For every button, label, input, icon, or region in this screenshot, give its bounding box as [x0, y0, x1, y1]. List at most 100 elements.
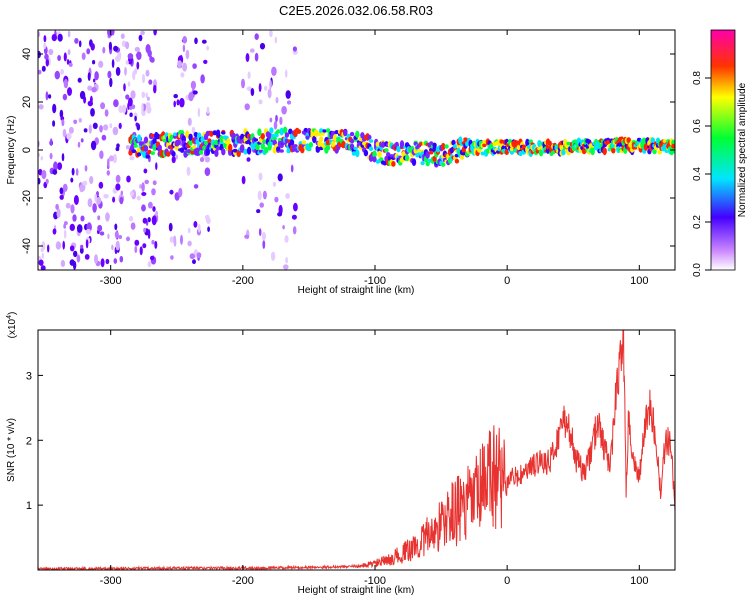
spectrogram-x-ticks: -300 -200 -100 0 100 [100, 30, 648, 287]
heatmap-noise-cell [117, 51, 122, 60]
heatmap-noise-cell [187, 240, 192, 247]
heatmap-noise-cell [274, 196, 279, 203]
heatmap-noise-cell [59, 194, 64, 200]
heatmap-noise-cell [38, 152, 41, 158]
heatmap-noise-cell [57, 33, 63, 42]
heatmap-noise-cell [112, 153, 117, 164]
heatmap-noise-cell [55, 241, 62, 250]
heatmap-ridge-cell [228, 149, 233, 156]
heatmap-ridge-cell [193, 131, 198, 138]
heatmap-noise-cell [275, 97, 279, 104]
heatmap-noise-cell [88, 124, 92, 134]
x-tick-label: -200 [232, 275, 254, 287]
heatmap-noise-cell [147, 217, 151, 223]
heatmap-noise-cell [154, 240, 158, 249]
heatmap-noise-cell [192, 63, 197, 69]
heatmap-noise-cell [129, 156, 135, 161]
heatmap-ridge-cell [243, 148, 248, 155]
heatmap-noise-cell [153, 84, 157, 94]
heatmap-noise-cell [291, 214, 297, 220]
heatmap-ridge-cell [308, 142, 314, 148]
heatmap-ridge-cell [288, 128, 293, 135]
heatmap-noise-cell [177, 60, 183, 69]
colorbar-tick-label: 0.6 [692, 119, 703, 133]
heatmap-noise-cell [190, 80, 196, 90]
heatmap-ridge-cell [451, 139, 456, 146]
heatmap-ridge-cell [441, 142, 446, 151]
heatmap-noise-cell [115, 240, 120, 251]
heatmap-ridge-cell [293, 144, 298, 148]
heatmap-noise-cell [145, 44, 151, 54]
heatmap-ridge-cell [246, 146, 252, 155]
snr-series-line [38, 330, 675, 570]
heatmap-noise-cell [168, 222, 173, 232]
heatmap-ridge-cell [289, 139, 295, 146]
svg-text:(x104): (x104) [6, 312, 18, 339]
heatmap-noise-cell [261, 231, 266, 241]
heatmap-noise-cell [72, 260, 77, 270]
heatmap-noise-cell [48, 94, 52, 99]
heatmap-ridge-cell [525, 138, 530, 147]
heatmap-noise-cell [69, 223, 76, 231]
y-tick-label: 2 [26, 435, 32, 447]
heatmap-ridge-cell [396, 145, 401, 153]
heatmap-noise-cell [271, 66, 277, 77]
heatmap-noise-cell [41, 252, 44, 259]
heatmap-ridge-cell [269, 127, 274, 134]
heatmap-ridge-cell [257, 128, 262, 136]
heatmap-noise-cell [100, 102, 106, 110]
snr-plot-frame [37, 329, 676, 571]
heatmap-noise-cell [90, 140, 97, 151]
heatmap-ridge-cell [203, 140, 209, 146]
heatmap-ridge-cell [155, 133, 161, 140]
heatmap-noise-cell [180, 234, 183, 245]
heatmap-ridge-cell [420, 161, 425, 166]
heatmap-ridge-cell [561, 148, 566, 156]
heatmap-ridge-cell [353, 146, 358, 151]
heatmap-noise-cell [55, 203, 59, 210]
heatmap-noise-cell [182, 62, 188, 72]
heatmap-noise-cell [87, 198, 93, 208]
heatmap-noise-cell [59, 187, 64, 195]
heatmap-ridge-cell [284, 132, 290, 138]
heatmap-noise-cell [118, 235, 123, 239]
heatmap-noise-cell [292, 46, 297, 52]
x-tick-label: 0 [504, 575, 510, 587]
heatmap-noise-cell [69, 245, 75, 252]
heatmap-ridge-cell [188, 138, 193, 146]
heatmap-noise-cell [142, 217, 148, 224]
heatmap-ridge-cell [368, 146, 374, 152]
heatmap-ridge-cell [260, 133, 265, 140]
heatmap-noise-cell [81, 52, 86, 60]
heatmap-noise-cell [152, 206, 156, 212]
heatmap-ridge-cell [207, 138, 212, 144]
heatmap-noise-cell [129, 215, 134, 222]
heatmap-noise-cell [43, 35, 47, 43]
heatmap-noise-cell [130, 90, 136, 99]
heatmap-ridge-cell [444, 144, 449, 149]
spectrogram-y-ticks: -40 -20 0 20 40 [21, 48, 675, 254]
heatmap-noise-cell [284, 69, 288, 78]
heatmap-noise-cell [141, 73, 146, 84]
heatmap-noise-cell [84, 254, 90, 260]
heatmap-noise-cell [38, 104, 44, 110]
heatmap-noise-cell [38, 177, 41, 185]
heatmap-noise-cell [115, 183, 121, 191]
heatmap-ridge-cell [303, 127, 308, 132]
heatmap-noise-cell [270, 251, 276, 261]
heatmap-noise-cell [62, 128, 67, 138]
heatmap-noise-cell [73, 250, 78, 258]
heatmap-noise-cell [94, 193, 98, 202]
heatmap-ridge-cell [162, 138, 168, 143]
colorbar-ticks: 0.0 0.2 0.4 0.6 0.8 [692, 71, 711, 277]
heatmap-noise-cell [173, 235, 177, 245]
heatmap-ridge-cell [425, 151, 430, 159]
heatmap-noise-cell [79, 247, 84, 254]
heatmap-noise-cell [50, 138, 53, 146]
heatmap-noise-cell [92, 203, 97, 213]
heatmap-noise-cell [107, 233, 110, 240]
heatmap-noise-cell [148, 201, 153, 209]
heatmap-noise-cell [193, 184, 199, 189]
heatmap-noise-cell [134, 239, 140, 246]
heatmap-ridge-cell [238, 139, 243, 144]
